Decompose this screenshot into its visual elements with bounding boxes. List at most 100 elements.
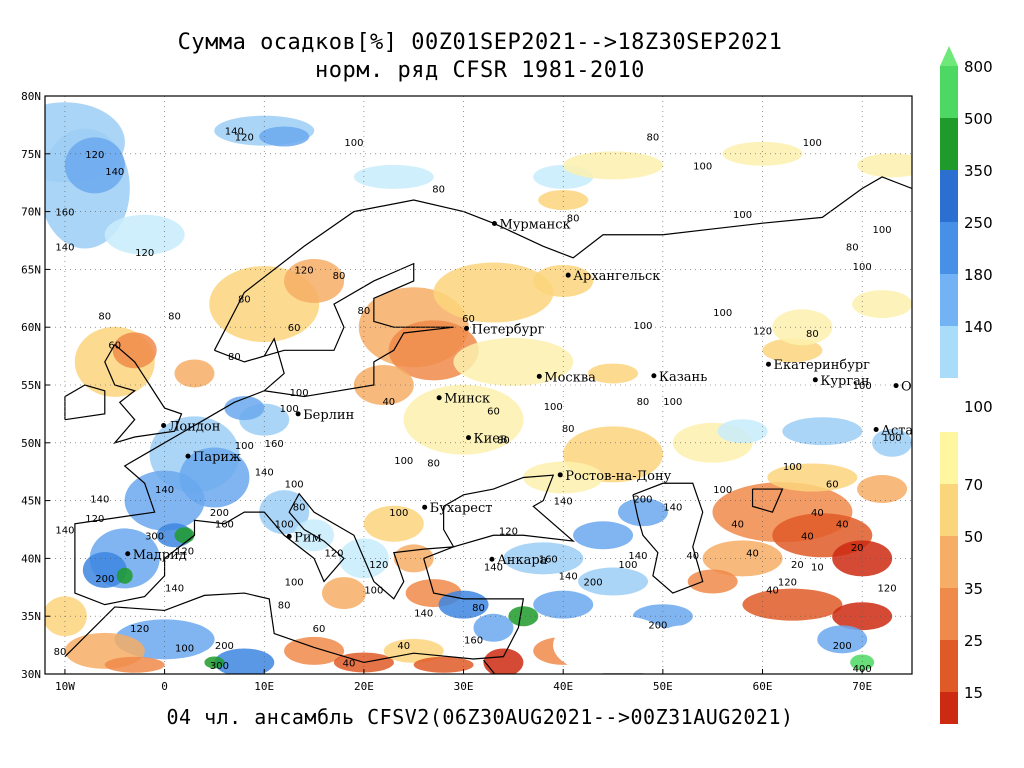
contour-label: 140 — [484, 562, 503, 573]
city-marker: Лондон — [161, 419, 220, 434]
contour-label: 40 — [343, 658, 356, 669]
contour-label: 80 — [647, 132, 660, 143]
city-marker: Казань — [651, 370, 707, 385]
contour-labels: 140 120 100 80 100 100 120 140 160 140 120 80 80 100 1… — [54, 127, 902, 674]
contour-label: 20 — [791, 560, 804, 571]
colorbar-label: 15 — [964, 684, 983, 702]
contour-label: 100 — [783, 462, 802, 473]
ensemble-footer: 04 чл. ансамбль CFSV2(06Z30AUG2021-->00Z… — [166, 705, 794, 729]
contour-label: 140 — [55, 242, 74, 253]
contour-label: 100 — [394, 456, 413, 467]
city-marker: Астана — [873, 424, 930, 439]
contour-label: 120 — [235, 132, 254, 143]
contour-label: 120 — [135, 248, 154, 259]
title-line-2: норм. ряд CFSR 1981-2010 — [315, 58, 645, 83]
contour-label: 80 — [637, 397, 650, 408]
contour-label: 80 — [278, 601, 291, 612]
contour-label: 120 — [369, 560, 388, 571]
city-label: Париж — [193, 450, 241, 465]
contour-label: 100 — [175, 643, 194, 654]
contour-label: 80 — [358, 306, 371, 317]
city-label: Мурманск — [499, 218, 570, 233]
contour-label: 80 — [562, 424, 575, 435]
contour-label: 200 — [215, 641, 234, 652]
contour-label: 120 — [175, 546, 194, 557]
contour-label: 80 — [98, 312, 111, 323]
contour-label: 200 — [584, 578, 603, 589]
city-marker: Мурманск — [491, 218, 571, 233]
lon-tick-label: 70E — [852, 680, 872, 693]
contour-label: 160 — [539, 554, 558, 565]
contour-label: 100 — [883, 433, 902, 444]
colorbar-label: 350 — [964, 162, 993, 180]
contour-label: 80 — [168, 312, 181, 323]
colorbar-segment — [940, 432, 958, 484]
contour-label: 100 — [344, 138, 363, 149]
contour-label: 40 — [686, 551, 699, 562]
city-marker: Курган — [812, 374, 870, 389]
contour-label: 140 — [414, 609, 433, 620]
colorbar-legend: 80050035025018014010070503525155 — [940, 46, 993, 724]
contour-label: 80 — [228, 352, 241, 363]
city-label: Петербург — [472, 322, 545, 337]
city-label: Москва — [544, 370, 596, 385]
lon-tick-label: 60E — [753, 680, 773, 693]
contour-label: 80 — [333, 271, 346, 282]
city-marker: Москва — [536, 370, 596, 385]
city-marker: Омск — [893, 380, 912, 395]
contour-label: 100 — [733, 210, 752, 221]
lat-tick-label: 30N — [21, 668, 41, 681]
colorbar-segment — [940, 326, 958, 378]
colorbar-segment — [940, 66, 958, 118]
contour-label: 120 — [130, 624, 149, 635]
colorbar-top-arrow — [940, 46, 958, 66]
lon-tick-label: 10W — [55, 680, 75, 693]
lon-tick-label: 50E — [653, 680, 673, 693]
lon-tick-label: 10E — [254, 680, 274, 693]
contour-label: 120 — [878, 583, 897, 594]
contour-label: 160 — [464, 635, 483, 646]
contour-label: 140 — [663, 502, 682, 513]
lon-tick-label: 40E — [553, 680, 573, 693]
contour-label: 120 — [753, 327, 772, 338]
contour-label: 140 — [554, 497, 573, 508]
city-marker: Рим — [286, 530, 322, 545]
colorbar-label: 50 — [964, 528, 983, 546]
contour-label: 60 — [826, 479, 839, 490]
colorbar-segment — [940, 536, 958, 588]
contour-label: 200 — [95, 574, 114, 585]
contour-label: 40 — [731, 520, 744, 531]
lat-tick-label: 70N — [21, 206, 41, 219]
contour-label: 120 — [499, 527, 518, 538]
contour-label: 80 — [567, 213, 580, 224]
contour-label: 200 — [833, 641, 852, 652]
lat-tick-label: 40N — [21, 552, 41, 565]
colorbar-segment — [940, 170, 958, 222]
contour-label: 160 — [265, 439, 284, 450]
contour-label: 120 — [85, 514, 104, 525]
colorbar-label: 500 — [964, 110, 993, 128]
contour-label: 100 — [280, 404, 299, 415]
city-label: Казань — [659, 370, 707, 385]
contour-label: 140 — [165, 583, 184, 594]
city-marker: Минск — [436, 392, 490, 407]
title-line-1: Сумма осадков[%] 00Z01SEP2021-->18Z30SEP… — [177, 30, 783, 55]
city-marker: Ростов-на-Дону — [557, 469, 672, 484]
contour-label: 160 — [55, 208, 74, 219]
contour-label: 200 — [648, 620, 667, 631]
contour-label: 80 — [472, 603, 485, 614]
city-label: Астана — [881, 424, 930, 439]
city-label: Киев — [474, 432, 508, 447]
contour-label: 100 — [275, 520, 294, 531]
contour-label: 120 — [295, 265, 314, 276]
contour-label: 100 — [389, 508, 408, 519]
contour-label: 100 — [873, 225, 892, 236]
colorbar-label: 25 — [964, 632, 983, 650]
contour-label: 80 — [432, 184, 445, 195]
colorbar-segment — [940, 640, 958, 692]
city-label: Берлин — [303, 408, 354, 423]
colorbar-segment — [940, 222, 958, 274]
contour-label: 140 — [90, 494, 109, 505]
contour-label: 80 — [293, 502, 306, 513]
contour-label: 100 — [544, 402, 563, 413]
